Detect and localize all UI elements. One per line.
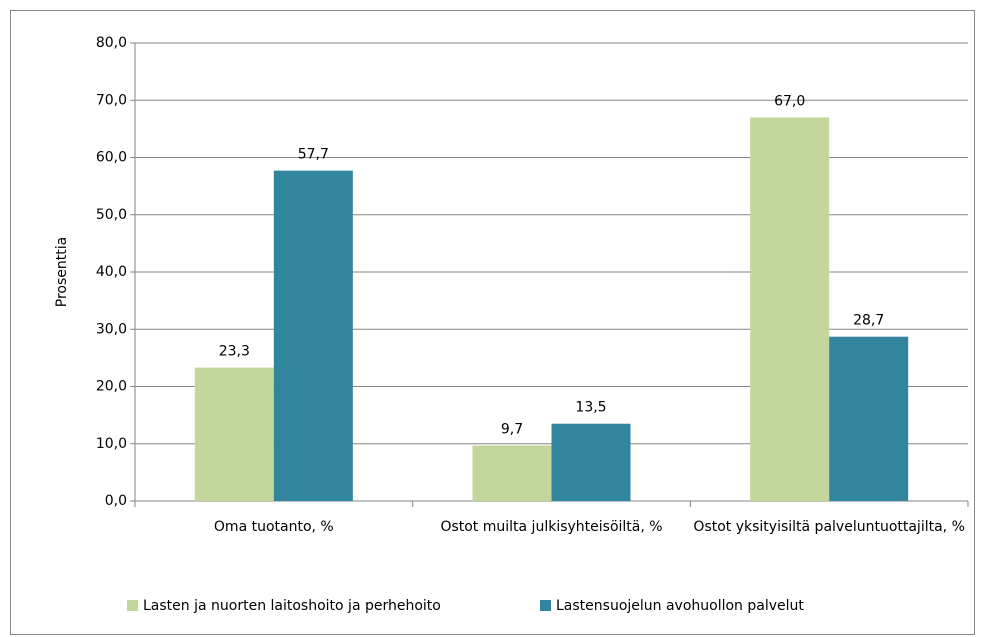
- y-tick-label: 80,0: [96, 35, 127, 51]
- bar: [829, 336, 909, 501]
- legend-swatch: [540, 600, 551, 611]
- legend-label: Lasten ja nuorten laitoshoito ja perheho…: [143, 598, 441, 614]
- legend-swatch: [127, 600, 138, 611]
- y-tick-label: 50,0: [96, 207, 127, 223]
- data-label: 57,7: [298, 147, 329, 163]
- bar: [194, 367, 274, 501]
- legend-label: Lastensuojelun avohuollon palvelut: [556, 598, 804, 614]
- x-tick-label: Ostot yksityisiltä palveluntuottajilta, …: [693, 519, 965, 535]
- data-label: 13,5: [575, 400, 606, 416]
- x-tick-label: Ostot muilta julkisyhteisöiltä, %: [440, 519, 663, 535]
- bar: [750, 117, 830, 502]
- y-tick-label: 60,0: [96, 150, 127, 166]
- data-label: 67,0: [774, 93, 805, 109]
- y-tick-label: 10,0: [96, 436, 127, 452]
- y-tick-label: 70,0: [96, 92, 127, 108]
- y-tick-label: 20,0: [96, 379, 127, 395]
- bar: [472, 445, 552, 501]
- data-label: 9,7: [501, 421, 523, 437]
- y-tick-label: 30,0: [96, 321, 127, 337]
- y-axis-label: Prosenttia: [54, 237, 70, 307]
- chart-border: [10, 10, 975, 635]
- data-label: 28,7: [853, 313, 884, 329]
- y-tick-label: 40,0: [96, 264, 127, 280]
- bar: [551, 423, 631, 501]
- bar: [273, 170, 353, 502]
- y-tick-label: 0,0: [105, 493, 127, 509]
- data-label: 23,3: [219, 344, 250, 360]
- x-tick-label: Oma tuotanto, %: [213, 519, 334, 535]
